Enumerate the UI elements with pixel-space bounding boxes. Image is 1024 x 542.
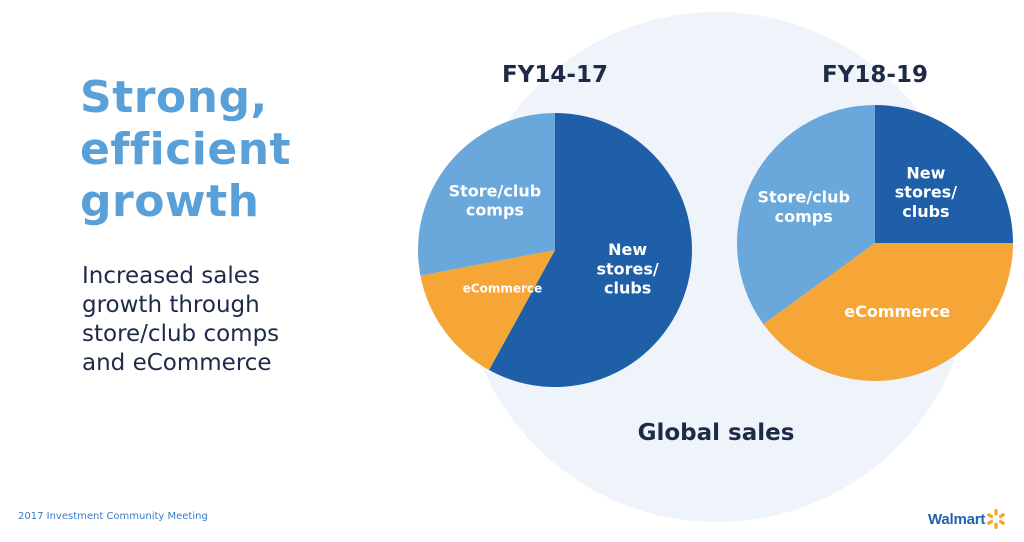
slice-label: Store/club comps <box>757 188 850 226</box>
spark-icon <box>987 509 1006 529</box>
pie-slice <box>763 243 1013 382</box>
headline-line: Strong, <box>80 72 268 123</box>
footer-text: 2017 Investment Community Meeting <box>18 511 208 522</box>
pie-slice <box>418 113 555 276</box>
headline: Strong, efficient growth <box>80 72 291 228</box>
slice-label: New stores/clubs <box>895 163 957 220</box>
pie-chart: New stores/clubs eCommerce Store/club comps F… <box>418 62 692 387</box>
subtext: Increased sales growth through store/clu… <box>82 262 279 378</box>
headline-line: efficient <box>80 124 292 175</box>
pie-slice <box>736 104 875 325</box>
pie-slice <box>420 250 555 371</box>
slice-label: eCommerce <box>463 281 543 295</box>
subtext-line: growth through <box>82 292 260 318</box>
slice-label: eCommerce <box>844 302 950 321</box>
subtext-line: store/club comps <box>82 321 280 347</box>
pie-slice <box>488 113 692 387</box>
subtext-line: Increased sales <box>82 263 260 289</box>
chart-title: FY14-17 <box>502 62 608 88</box>
pie-slice <box>875 105 1013 243</box>
walmart-logo: Walmart <box>928 508 1007 530</box>
slice-label: Store/club comps <box>449 181 542 219</box>
headline-line: growth <box>80 176 260 227</box>
chart-title: FY18-19 <box>822 62 928 88</box>
subtext-line: and eCommerce <box>82 350 272 376</box>
logo-word: Walmart <box>928 510 986 528</box>
slice-label: New stores/clubs <box>597 240 659 297</box>
pie-chart: New stores/clubs eCommerce Store/club comps F… <box>736 62 1013 382</box>
chart-caption: Global sales <box>638 420 795 446</box>
